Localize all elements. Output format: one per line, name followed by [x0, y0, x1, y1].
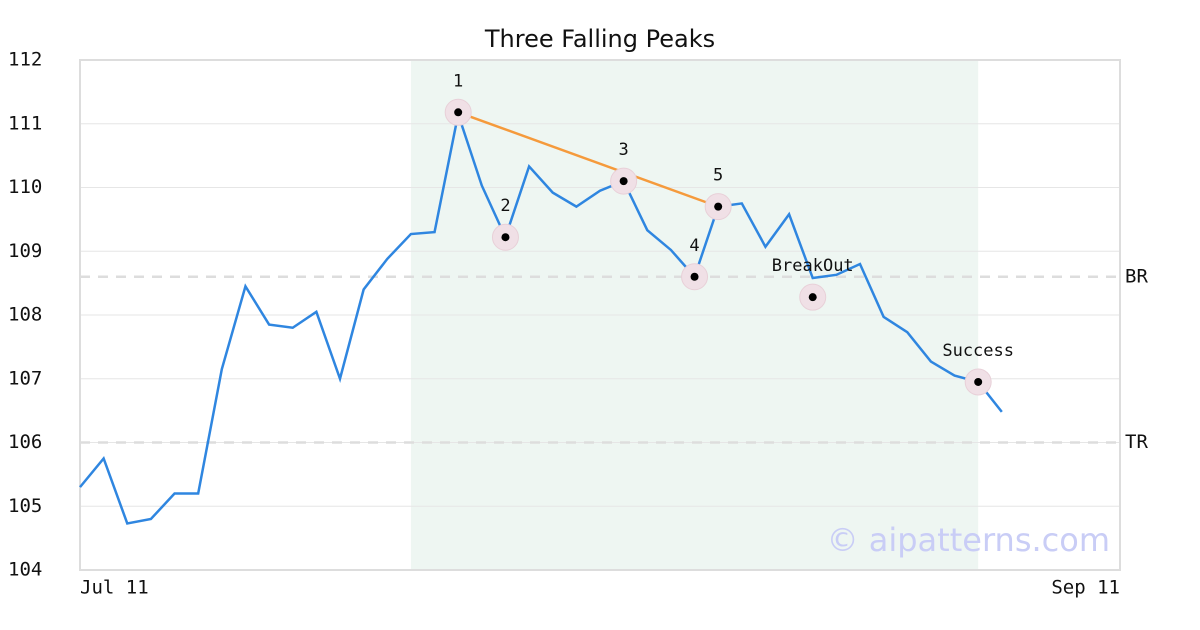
marker-label: 5	[713, 166, 723, 186]
marker-dot	[690, 272, 699, 281]
marker-dot	[454, 108, 463, 117]
y-tick-label: 105	[8, 495, 42, 517]
watermark: © aipatterns.com	[827, 521, 1110, 559]
level-label: BR	[1125, 265, 1148, 287]
marker-label: 3	[619, 140, 629, 160]
plot-frame	[79, 59, 1121, 571]
marker-dot	[714, 202, 723, 211]
y-tick-label: 107	[8, 367, 42, 389]
marker-label: Success	[942, 341, 1014, 361]
x-tick-label: Sep 11	[1051, 577, 1120, 599]
y-tick-label: 106	[8, 431, 42, 453]
price-line	[79, 109, 1003, 525]
marker-label: 2	[500, 196, 510, 216]
marker-label: BreakOut	[772, 256, 854, 276]
y-tick-label: 109	[8, 240, 42, 262]
x-tick-label: Jul 11	[80, 577, 149, 599]
marker-dot	[619, 177, 628, 186]
trend-line	[457, 111, 719, 208]
marker-dot	[808, 293, 817, 302]
y-tick-label: 104	[8, 559, 42, 581]
marker-label: 4	[689, 236, 699, 256]
marker-dot	[501, 233, 510, 242]
y-tick-label: 110	[8, 176, 42, 198]
y-tick-label: 108	[8, 304, 42, 326]
marker-dot	[974, 377, 983, 386]
level-label: TR	[1125, 431, 1148, 453]
marker-label: 1	[453, 71, 463, 91]
y-tick-label: 111	[8, 112, 42, 134]
chart-title: Three Falling Peaks	[484, 25, 715, 53]
y-tick-label: 112	[8, 49, 42, 71]
